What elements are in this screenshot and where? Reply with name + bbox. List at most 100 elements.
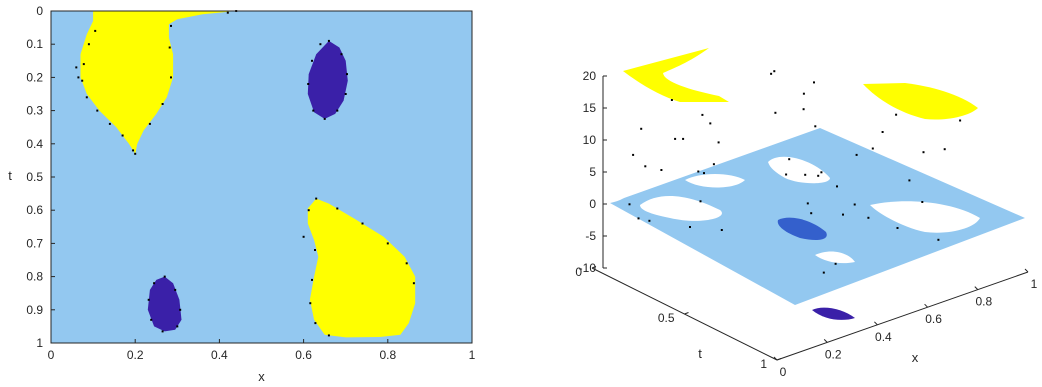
scatter-point-3d bbox=[689, 226, 691, 228]
scatter-point bbox=[412, 282, 415, 285]
x3d-tick-mark bbox=[874, 321, 878, 326]
scatter-point-3d bbox=[804, 173, 807, 176]
scatter-point bbox=[309, 302, 312, 305]
scatter-point-3d bbox=[709, 122, 712, 125]
scatter-point-3d bbox=[674, 137, 677, 140]
scatter-point bbox=[134, 152, 137, 155]
scatter-point-3d bbox=[670, 99, 673, 101]
scatter-point bbox=[150, 318, 153, 321]
scatter-point bbox=[85, 96, 88, 99]
left-x-ticks: 0 0.2 0.4 0.6 0.8 1 bbox=[48, 339, 476, 362]
scatter-point-3d bbox=[855, 153, 858, 156]
scatter-point-3d bbox=[703, 172, 705, 175]
right-x-axis-line bbox=[776, 271, 1029, 361]
scatter-point-3d bbox=[802, 108, 805, 111]
left-x-axis-label: x bbox=[258, 369, 265, 384]
scatter-point bbox=[311, 278, 313, 281]
x3d-tick-label: 0.8 bbox=[975, 295, 992, 309]
scatter-point bbox=[336, 207, 339, 210]
scatter-point bbox=[346, 73, 348, 76]
scatter-point-3d bbox=[813, 81, 815, 84]
y-tick-label: 0.7 bbox=[26, 236, 43, 250]
scatter-point bbox=[170, 24, 172, 27]
scatter-point bbox=[153, 282, 156, 285]
low-patch-mid bbox=[777, 217, 827, 240]
scatter-point-3d bbox=[881, 131, 884, 133]
scatter-point bbox=[176, 325, 179, 328]
scatter-point bbox=[311, 59, 313, 62]
scatter-point-3d bbox=[699, 200, 702, 203]
x-tick-label: 0.6 bbox=[295, 348, 312, 362]
scatter-point bbox=[315, 197, 318, 200]
scatter-point bbox=[147, 298, 150, 301]
scatter-point bbox=[132, 149, 135, 152]
scatter-point bbox=[161, 330, 164, 333]
x3d-tick-mark bbox=[974, 286, 979, 290]
z-tick-label: 20 bbox=[583, 69, 597, 83]
scatter-point-3d bbox=[774, 111, 777, 114]
scatter-point-3d bbox=[959, 119, 962, 122]
y-tick-label: 0.2 bbox=[26, 70, 43, 84]
scatter-point-3d bbox=[697, 170, 700, 173]
y-tick-label: 0.8 bbox=[26, 270, 43, 284]
left-regions bbox=[51, 11, 472, 343]
y-tick-label: 0.4 bbox=[26, 137, 43, 151]
scatter-point-3d bbox=[802, 92, 805, 95]
scatter-point bbox=[327, 334, 330, 337]
scatter-point-3d bbox=[720, 229, 723, 231]
scatter-point bbox=[174, 288, 177, 291]
x3d-tick-label: 0.4 bbox=[875, 330, 892, 344]
t-tick-label: 0.5 bbox=[658, 311, 675, 325]
scatter-point-3d bbox=[682, 137, 685, 140]
t-tick-label: 0 bbox=[575, 265, 582, 279]
z-tick-label: 0 bbox=[589, 197, 596, 211]
scatter-point-3d bbox=[770, 72, 773, 75]
scatter-point bbox=[386, 242, 389, 245]
scatter-point-3d bbox=[817, 174, 820, 177]
x-tick-label: 0 bbox=[48, 348, 55, 362]
mid-surface bbox=[610, 128, 1025, 305]
left-y-axis-label: t bbox=[8, 168, 12, 183]
mid-surface-edge-notch bbox=[610, 190, 632, 203]
scatter-point bbox=[94, 29, 97, 32]
high-patch-right bbox=[863, 83, 978, 120]
t-tick-mark bbox=[684, 312, 689, 315]
scatter-point bbox=[96, 109, 99, 112]
scatter-point bbox=[82, 63, 85, 66]
scatter-point-3d bbox=[867, 216, 870, 219]
scatter-point bbox=[312, 109, 315, 112]
x3d-tick-mark bbox=[773, 356, 778, 361]
scatter-point-3d bbox=[717, 141, 720, 144]
scatter-point bbox=[87, 43, 90, 46]
scatter-point bbox=[327, 39, 330, 42]
x-tick-label: 0.8 bbox=[379, 348, 396, 362]
low-region-1 bbox=[307, 40, 348, 119]
scatter-point bbox=[344, 93, 347, 95]
scatter-point-3d bbox=[644, 165, 647, 168]
z-tick-label: -10 bbox=[579, 261, 597, 275]
scatter-point bbox=[148, 122, 151, 125]
left-y-ticks: 0 0.1 0.2 0.3 0.4 0.5 0.6 0.7 0.8 0.9 1 bbox=[26, 4, 55, 350]
scatter-point bbox=[168, 46, 171, 49]
scatter-point-3d bbox=[632, 153, 635, 156]
y-tick-label: 1 bbox=[36, 336, 43, 350]
scatter-point-3d bbox=[788, 158, 791, 161]
z-tick-label: -5 bbox=[585, 229, 596, 243]
y-tick-label: 0.5 bbox=[26, 170, 43, 184]
right-points bbox=[628, 70, 962, 274]
scatter-point bbox=[75, 66, 78, 69]
z-tick-label: 5 bbox=[589, 165, 596, 179]
y-tick-label: 0.1 bbox=[26, 37, 43, 51]
scatter-point-3d bbox=[895, 113, 898, 116]
scatter-point-3d bbox=[640, 127, 643, 130]
scatter-point bbox=[405, 262, 408, 265]
scatter-point-3d bbox=[701, 113, 704, 116]
low-region-3 bbox=[147, 276, 182, 332]
scatter-point bbox=[121, 134, 124, 137]
scatter-point-3d bbox=[814, 125, 817, 128]
x3d-tick-mark bbox=[1024, 268, 1029, 273]
scatter-point-3d bbox=[922, 151, 925, 154]
scatter-point-3d bbox=[822, 271, 825, 274]
scatter-point-3d bbox=[820, 171, 823, 174]
